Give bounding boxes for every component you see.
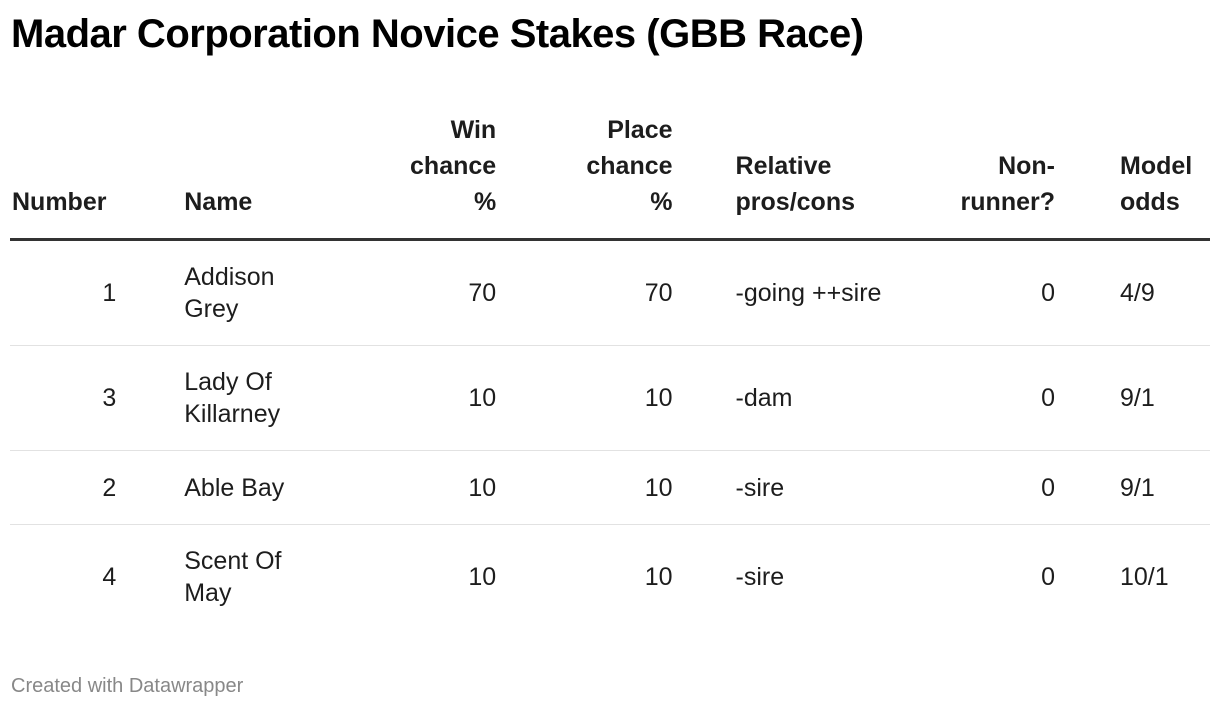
cell-name: Addison Grey (184, 239, 334, 346)
cell-name: Scent Of May (184, 547, 282, 607)
cell-pros-cons: -sire (672, 450, 896, 525)
cell-number: 4 (102, 563, 117, 591)
page-title: Madar Corporation Novice Stakes (GBB Rac… (11, 12, 864, 56)
cell-model-odds: 10/1 (1120, 563, 1169, 591)
col-number[interactable]: Number (10, 112, 185, 241)
cell-non-runner: 0 (1041, 563, 1055, 591)
table-row: 1 Addison Grey 70 70 -going ++sire 0 4/9 (10, 239, 1210, 346)
cell-model-odds: 4/9 (1055, 239, 1210, 346)
footer-credit: Created with Datawrapper (11, 675, 244, 697)
cell-win-chance: 10 (333, 345, 497, 451)
cell-number: 2 (10, 450, 185, 525)
table-row: 2 Able Bay 10 10 -sire 0 9/1 (10, 450, 1210, 525)
cell-model-odds: 9/1 (1055, 450, 1210, 525)
col-name[interactable]: Name (184, 112, 334, 241)
col-odds[interactable]: Model odds (1055, 112, 1210, 241)
cell-pros-cons: -going ++sire (672, 239, 896, 346)
cell-number: 1 (10, 239, 185, 346)
cell-place-chance: 70 (496, 239, 673, 346)
cell-win-chance: 70 (333, 239, 497, 346)
header-row: Number Name Win chance % Place chance % … (10, 112, 1210, 241)
cell-name: Able Bay (184, 450, 334, 525)
cell-non-runner: 0 (895, 345, 1055, 451)
cell-model-odds: 9/1 (1055, 345, 1210, 451)
cell-non-runner: 0 (895, 450, 1055, 525)
table-row: 4 Scent Of May 10 10 -sire 0 10/1 (10, 525, 1210, 630)
race-table: Number Name Win chance % Place chance % … (10, 112, 1210, 629)
cell-pros-cons: -sire (735, 563, 785, 591)
cell-non-runner: 0 (895, 239, 1055, 346)
col-place[interactable]: Place chance % (496, 112, 673, 241)
table-row: 3 Lady Of Killarney 10 10 -dam 0 9/1 (10, 345, 1210, 451)
cell-place-chance: 10 (644, 563, 673, 591)
cell-place-chance: 10 (496, 345, 673, 451)
cell-win-chance: 10 (468, 563, 497, 591)
cell-number: 3 (10, 345, 185, 451)
col-pros[interactable]: Relative pros/cons (672, 112, 896, 241)
cell-name: Lady Of Killarney (184, 345, 334, 451)
col-nonrunner[interactable]: Non-runner? (895, 112, 1055, 241)
cell-win-chance: 10 (333, 450, 497, 525)
col-win[interactable]: Win chance % (333, 112, 497, 241)
cell-pros-cons: -dam (672, 345, 896, 451)
cell-place-chance: 10 (496, 450, 673, 525)
